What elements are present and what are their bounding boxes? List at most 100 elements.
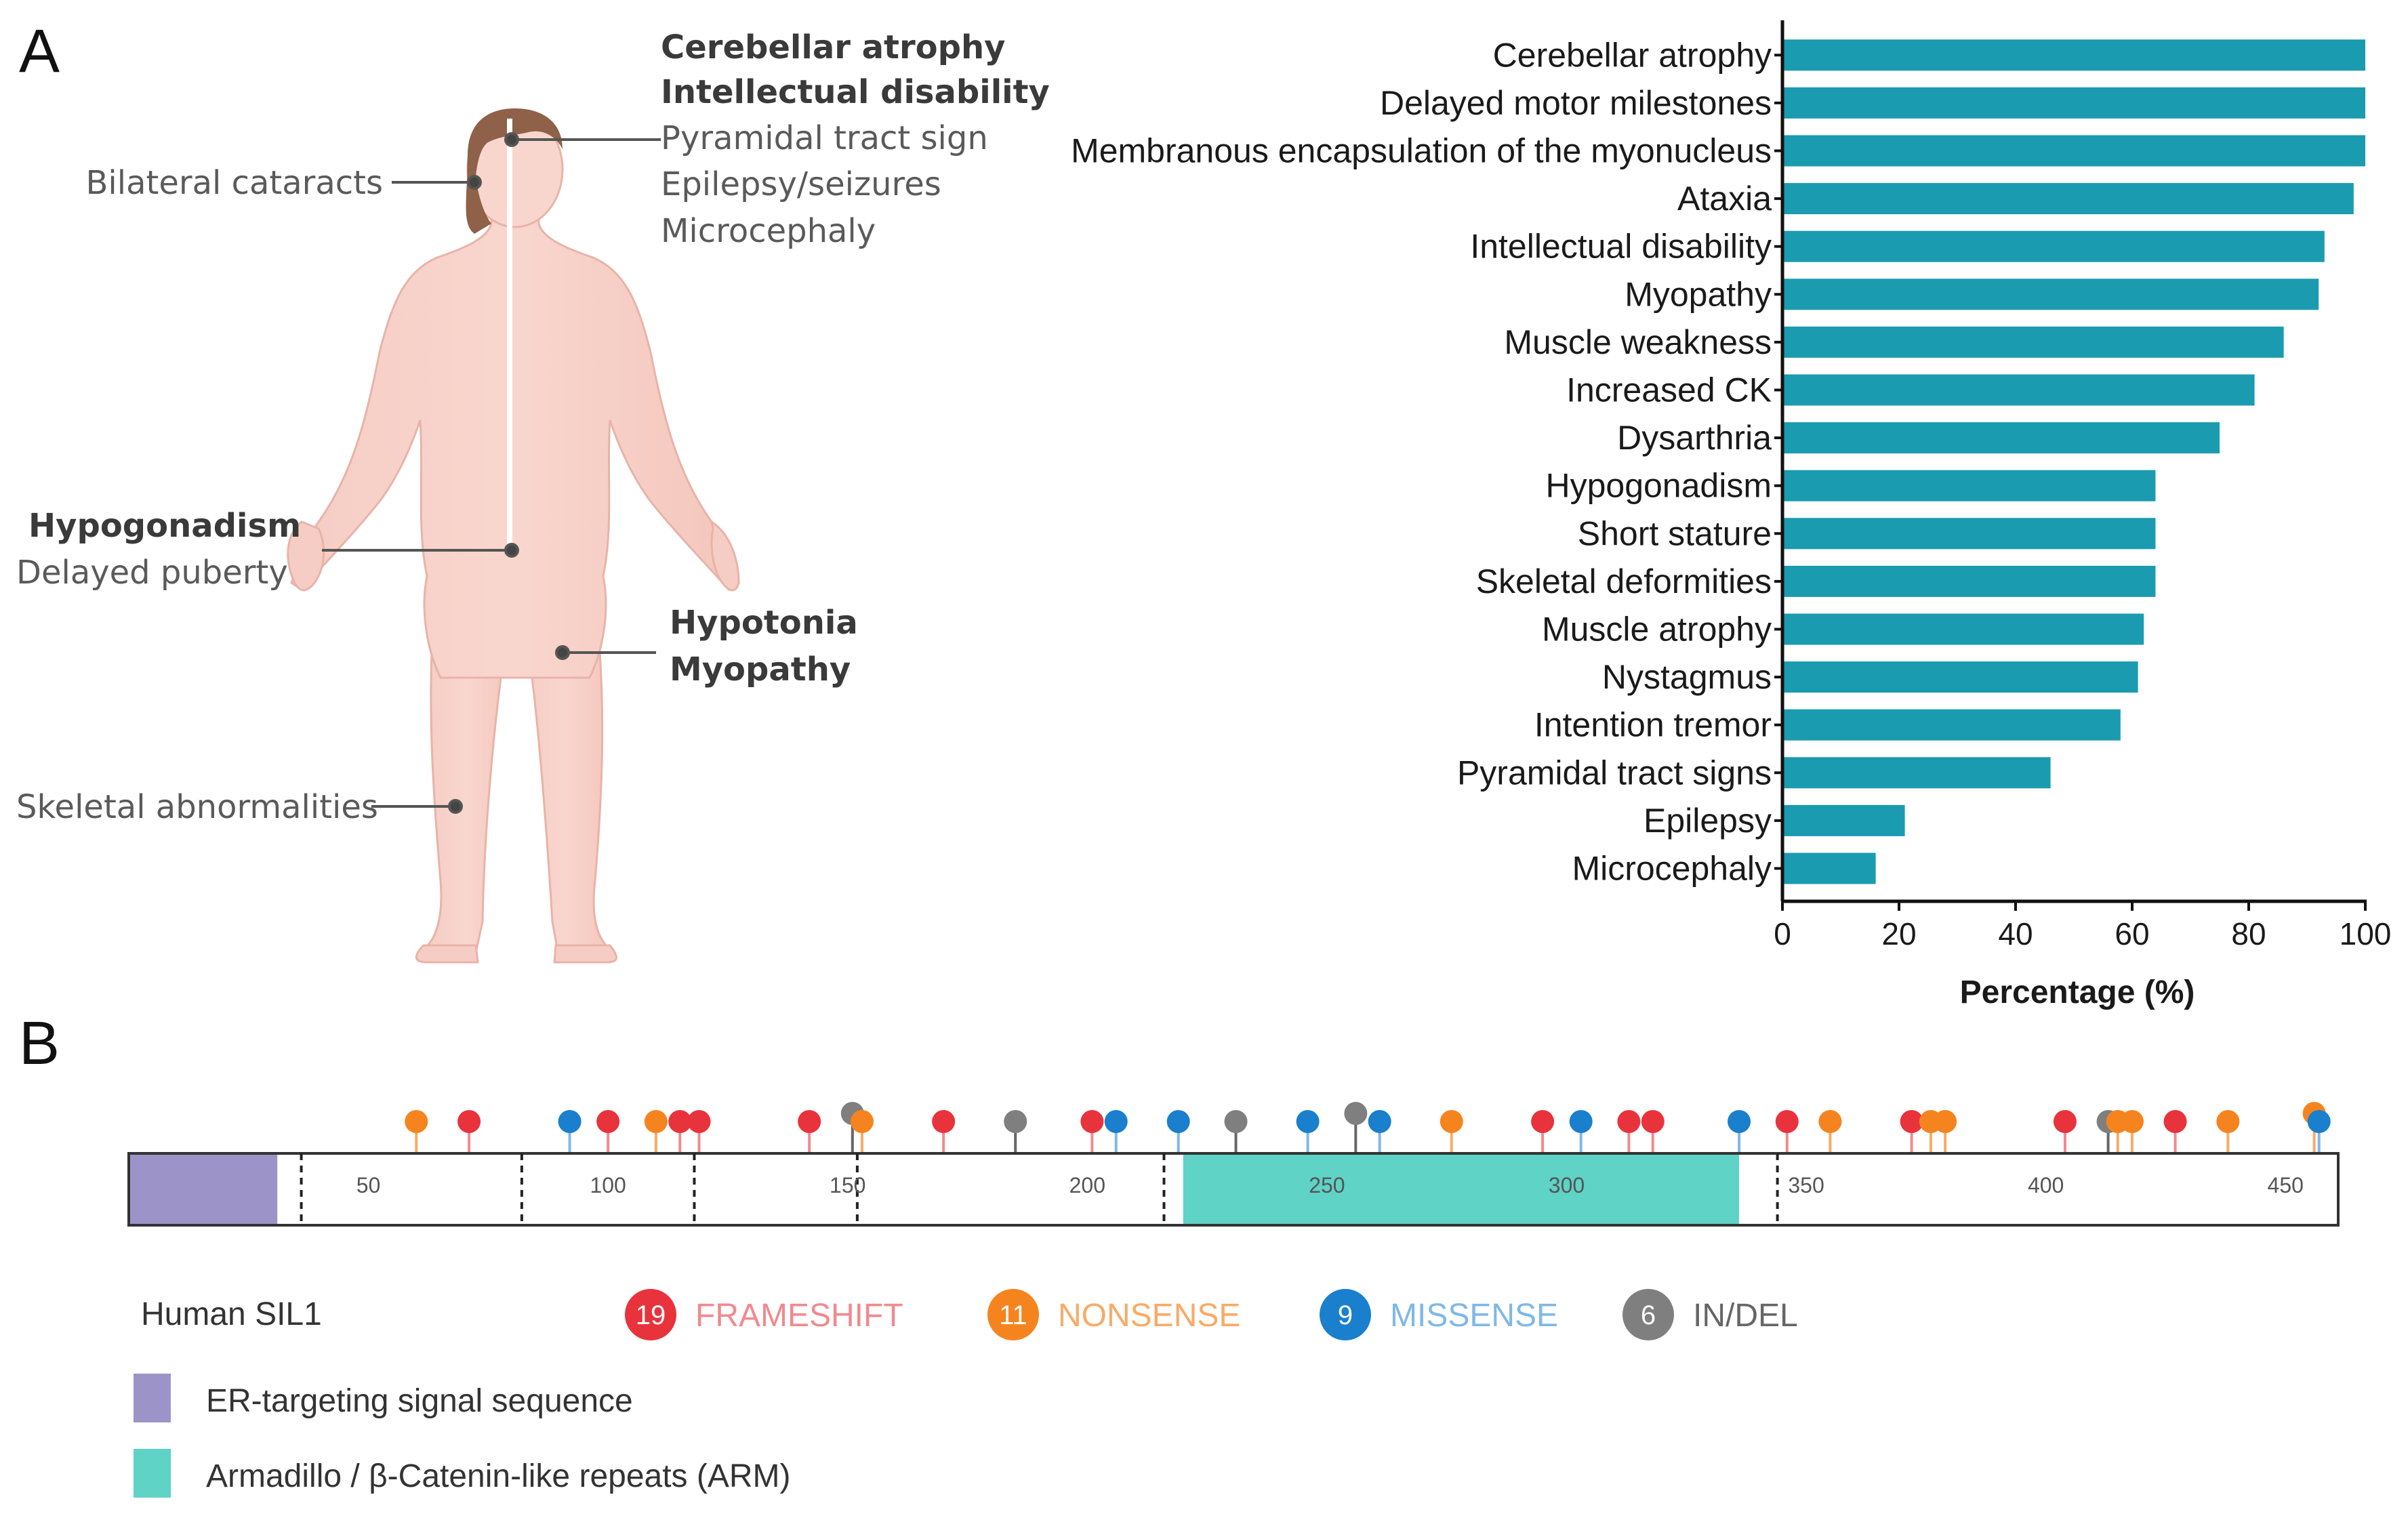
label-hypogonadism: Hypogonadism xyxy=(28,507,301,545)
variant-lollipops xyxy=(405,1102,2331,1153)
variant-missense-457 xyxy=(2307,1110,2331,1133)
position-label-50: 50 xyxy=(356,1173,381,1197)
position-label-350: 350 xyxy=(1788,1173,1824,1197)
variant-frameshift-170 xyxy=(932,1110,956,1133)
variant-missense-246 xyxy=(1296,1110,1320,1133)
position-label-250: 250 xyxy=(1309,1173,1345,1197)
position-label-400: 400 xyxy=(2028,1173,2064,1197)
variant-frameshift-313 xyxy=(1617,1110,1641,1133)
count-number-nonsense: 11 xyxy=(999,1300,1027,1330)
signal-peptide-domain xyxy=(129,1153,278,1225)
variant-nonsense-60 xyxy=(405,1110,428,1133)
bar-nystagmus xyxy=(1782,661,2138,693)
legend: Human SIL1 19 FRAMESHIFT 11 NONSENSE 9 MISSEN… xyxy=(134,1289,1798,1498)
arm-swatch xyxy=(134,1449,171,1498)
count-label-nonsense: NONSENSE xyxy=(1058,1298,1240,1334)
bar-intention-tremor xyxy=(1782,709,2121,741)
variant-missense-206 xyxy=(1104,1110,1128,1133)
variant-frameshift-100 xyxy=(596,1110,620,1133)
panel-label-a: A xyxy=(19,18,60,85)
category-label-intellectual-disability: Intellectual disability xyxy=(1470,228,1772,266)
bar-skeletal-deformities xyxy=(1782,565,2156,597)
protein-diagram: 50 100 150 200 250 300 350 400 450 xyxy=(127,1102,2340,1227)
bar-membranous-encapsulation-of-the-myonucleus xyxy=(1782,135,2365,167)
variant-frameshift-427 xyxy=(2163,1110,2187,1133)
variant-nonsense-153 xyxy=(850,1110,874,1133)
position-labels: 50 100 150 200 250 300 350 400 450 xyxy=(356,1173,2304,1197)
bar-microcephaly xyxy=(1782,853,1876,884)
protein-name: Human SIL1 xyxy=(141,1296,322,1332)
category-label-cerebellar-atrophy: Cerebellar atrophy xyxy=(1493,36,1772,74)
label-hypotonia: Hypotonia xyxy=(670,604,858,642)
count-number-frameshift: 19 xyxy=(636,1300,666,1330)
category-label-ataxia: Ataxia xyxy=(1677,180,1772,218)
count-number-missense: 9 xyxy=(1338,1300,1353,1330)
body-callouts xyxy=(322,132,661,814)
variant-frameshift-119 xyxy=(687,1110,711,1133)
variant-frameshift-346 xyxy=(1775,1110,1799,1133)
x-tick-label-100: 100 xyxy=(2340,916,2392,951)
bar-muscle-weakness xyxy=(1782,326,2284,358)
bar-delayed-motor-milestones xyxy=(1782,87,2365,119)
count-label-indel: IN/DEL xyxy=(1693,1298,1798,1334)
variant-missense-92 xyxy=(558,1110,581,1133)
category-label-epilepsy: Epilepsy xyxy=(1644,802,1772,840)
count-number-indel: 6 xyxy=(1641,1300,1656,1330)
bar-series xyxy=(1782,39,2365,884)
category-label-pyramidal-tract-signs: Pyramidal tract signs xyxy=(1457,754,1772,792)
count-badge-nonsense xyxy=(987,1289,1039,1340)
count-label-frameshift: FRAMESHIFT xyxy=(695,1298,903,1334)
bar-ataxia xyxy=(1782,183,2354,215)
bar-pyramidal-tract-signs xyxy=(1782,757,2051,789)
variant-frameshift-295 xyxy=(1531,1110,1555,1133)
signal-swatch xyxy=(134,1374,171,1422)
x-axis-title: Percentage (%) xyxy=(1960,974,2195,1010)
position-label-300: 300 xyxy=(1549,1173,1585,1197)
variant-nonsense-418 xyxy=(2120,1110,2144,1133)
arm-repeats-domain xyxy=(1183,1153,1740,1225)
category-label-microcephaly: Microcephaly xyxy=(1572,850,1772,888)
category-label-short-stature: Short stature xyxy=(1578,514,1772,552)
body-figure xyxy=(287,108,740,964)
category-label-dysarthria: Dysarthria xyxy=(1617,419,1772,457)
bar-short-stature xyxy=(1782,518,2156,550)
bar-hypogonadism xyxy=(1782,470,2156,501)
category-label-nystagmus: Nystagmus xyxy=(1602,658,1772,696)
position-label-150: 150 xyxy=(830,1173,865,1197)
variant-frameshift-115 xyxy=(668,1110,692,1133)
x-tick-label-60: 60 xyxy=(2115,916,2149,951)
position-label-450: 450 xyxy=(2268,1173,2304,1197)
bar-chart: Cerebellar atrophy Delayed motor mileston… xyxy=(1071,20,2391,1010)
variant-count-legend: 19 FRAMESHIFT 11 NONSENSE 9 MISSENSE 6 IN/DEL xyxy=(625,1289,1798,1340)
count-badge-frameshift xyxy=(625,1289,676,1340)
variant-missense-261 xyxy=(1368,1110,1391,1133)
bar-muscle-atrophy xyxy=(1782,613,2144,645)
count-badge-indel xyxy=(1623,1289,1674,1340)
count-badge-missense xyxy=(1320,1289,1371,1340)
variant-frameshift-201 xyxy=(1080,1110,1104,1133)
category-label-muscle-weakness: Muscle weakness xyxy=(1504,323,1772,361)
bar-intellectual-disability xyxy=(1782,230,2325,262)
category-label-myopathy: Myopathy xyxy=(1625,275,1772,313)
variant-frameshift-318 xyxy=(1641,1110,1665,1133)
legend-signal-label: ER-targeting signal sequence xyxy=(206,1383,633,1419)
x-tick-label-40: 40 xyxy=(1998,916,2033,951)
bar-epilepsy xyxy=(1782,804,1905,836)
label-myopathy: Myopathy xyxy=(670,651,851,689)
legend-arm-label: Armadillo / β-Catenin-like repeats (ARM) xyxy=(206,1458,791,1494)
bar-myopathy xyxy=(1782,279,2319,310)
label-skeletal-abnormalities: Skeletal abnormalities xyxy=(16,788,378,826)
bar-dysarthria xyxy=(1782,422,2220,454)
category-label-membranous-encapsulation-of-the-myonucleus: Membranous encapsulation of the myonucle… xyxy=(1071,132,1772,170)
label-bilateral-cataracts: Bilateral cataracts xyxy=(85,164,383,202)
category-label-hypogonadism: Hypogonadism xyxy=(1545,467,1772,505)
variant-indel-231 xyxy=(1224,1110,1248,1133)
variant-frameshift-372 xyxy=(1900,1110,1923,1133)
variant-nonsense-438 xyxy=(2216,1110,2240,1133)
category-label-muscle-atrophy: Muscle atrophy xyxy=(1542,611,1772,649)
variant-nonsense-379 xyxy=(1934,1110,1957,1133)
variant-frameshift-142 xyxy=(798,1110,821,1133)
x-tick-label-0: 0 xyxy=(1774,916,1791,951)
label-epilepsy-seizures: Epilepsy/seizures xyxy=(661,165,941,203)
